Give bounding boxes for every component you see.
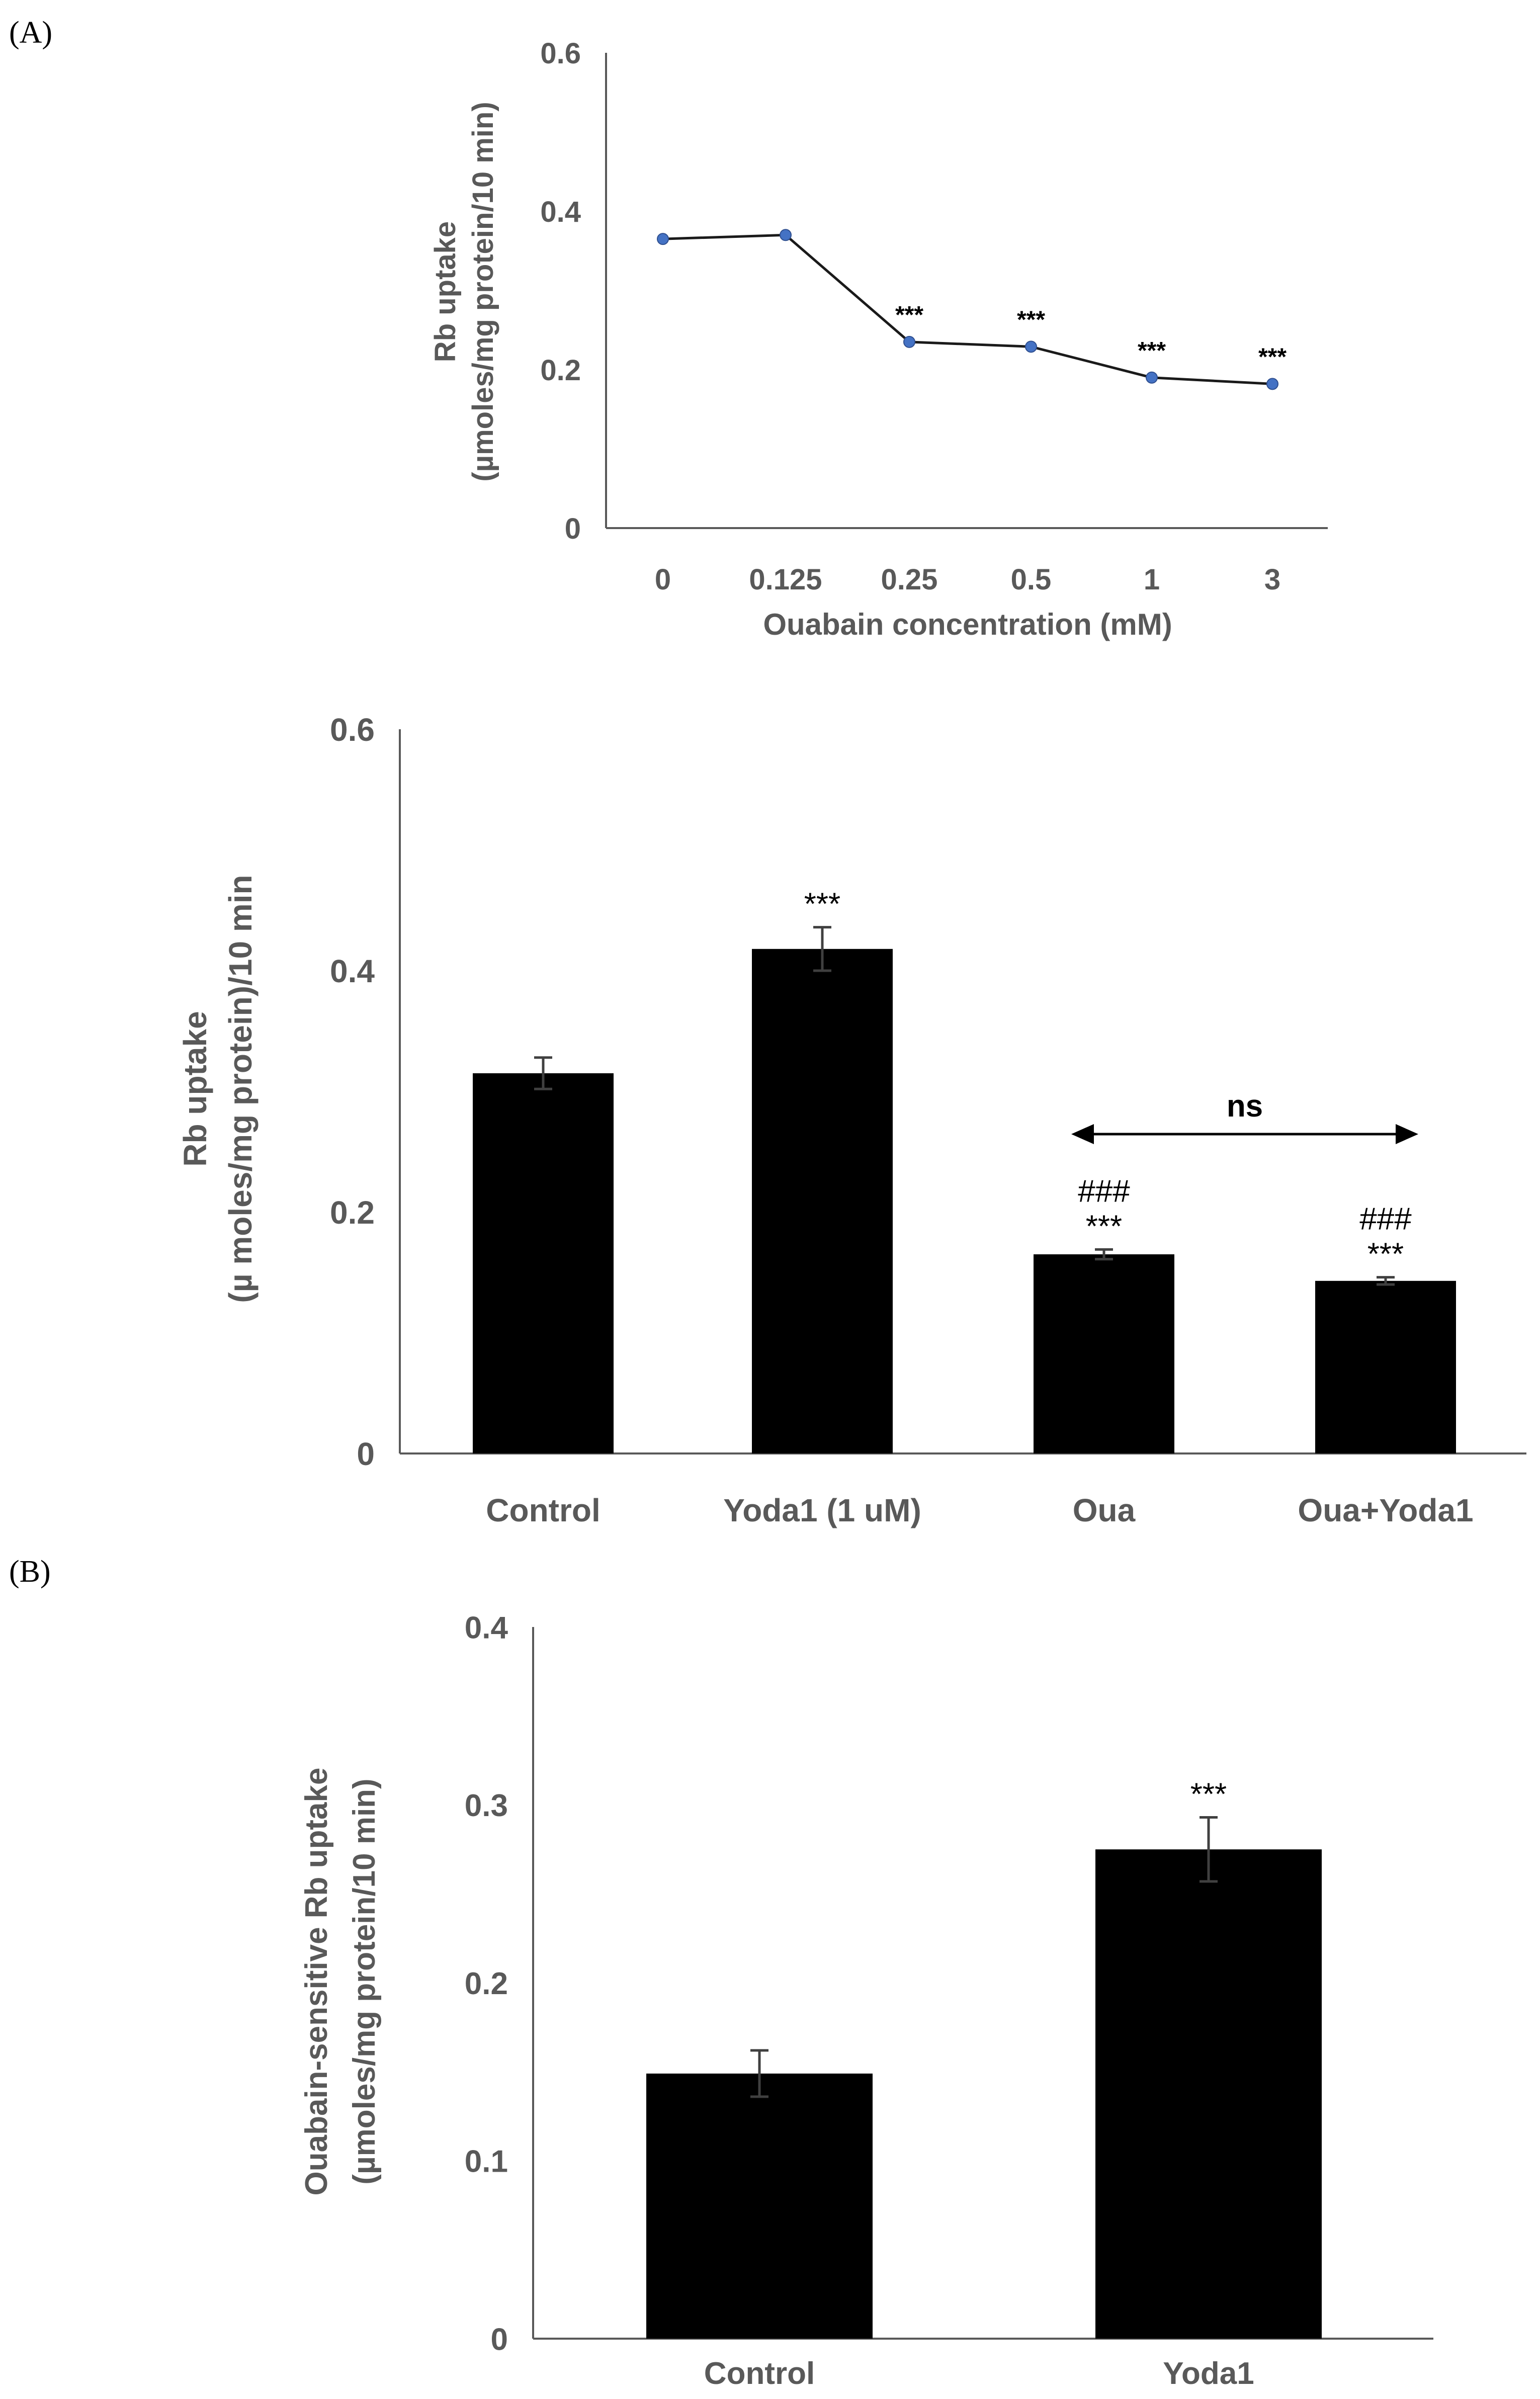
chart2-ns-arrow-left [1071,1124,1094,1144]
chart2-hash-label: ### [1078,1174,1130,1209]
chart3-y-tick-label: 0.3 [465,1788,508,1823]
chart2-y-axis-label: (µ moles/mg protein)/10 min [222,875,259,1303]
chart1-x-tick-label: 3 [1264,563,1280,596]
chart2-hash-label: ### [1359,1202,1412,1237]
chart2-bar [473,1073,614,1453]
chart1-x-axis-label: Ouabain concentration (mM) [763,608,1172,641]
chart1-data-point [903,335,915,348]
chart1-data-point [1146,371,1158,384]
chart3-significance-label: *** [1190,1777,1227,1812]
chart1-x-tick-label: 0 [655,563,671,596]
chart2-significance-label: *** [804,887,840,922]
chart2-bar [752,949,893,1453]
chart1-significance-label: *** [1017,306,1045,333]
chart1-data-point [657,233,669,245]
chart3-bar [646,2073,873,2339]
chart3-y-tick-label: 0.2 [465,1966,508,2001]
chart2-bar [1034,1254,1174,1453]
chart1-significance-label: *** [895,302,923,328]
chart2-ns-label: ns [1227,1089,1263,1124]
chart1-x-tick-label: 0.25 [881,563,938,596]
chart2-x-tick-label: Control [486,1492,601,1528]
chart2-x-tick-label: Oua+Yoda1 [1298,1492,1473,1528]
chart1-y-tick-label: 0.4 [540,196,581,228]
chart1-x-tick-label: 0.5 [1011,563,1052,596]
chart2-y-tick-label: 0.2 [330,1194,375,1231]
chart2-x-tick-label: Oua [1073,1492,1136,1528]
chart3-y-tick-label: 0.1 [465,2145,508,2179]
chart1-series-line [662,233,1273,385]
chart1-y-axis-label: Rb uptake [429,221,462,362]
chart1-data-point [780,229,792,241]
chart1-y-tick-label: 0.2 [540,354,581,387]
chart2-y-tick-label: 0.6 [330,712,375,748]
chart3-y-tick-label: 0.4 [465,1610,508,1645]
chart1-x-tick-label: 0.125 [749,563,822,596]
chart1-data-point [1025,340,1037,353]
chart2-y-tick-label: 0.4 [330,953,375,989]
chart2-significance-label: *** [1367,1237,1404,1272]
panel-label-b: (B) [9,1555,51,1589]
chart2-y-tick-label: 0 [357,1436,375,1472]
chart2-bar [1315,1280,1456,1453]
chart3-y-axis-label: (µmoles/mg protein/10 min) [347,1778,382,2184]
chart2-significance-label: *** [1086,1209,1122,1244]
chart3-x-tick-label: Yoda1 [1163,2356,1254,2391]
chart1-significance-label: *** [1258,344,1287,370]
panel-label-a: (A) [9,16,53,50]
chart3-x-tick-label: Control [704,2356,815,2391]
chart2-ns-arrow-right [1396,1124,1418,1144]
chart1-x-tick-label: 1 [1144,563,1160,596]
chart2-y-axis-label: Rb uptake [177,1011,213,1166]
chart3-y-axis-label: Ouabain-sensitive Rb uptake [299,1768,334,2196]
chart1-significance-label: *** [1138,337,1166,364]
chart3-y-tick-label: 0 [491,2322,508,2357]
chart1-y-axis-label: (µmoles/mg protein/10 min) [467,102,499,481]
chart1-data-point [1266,378,1278,390]
chart1-y-tick-label: 0.6 [540,37,581,70]
chart2-x-tick-label: Yoda1 (1 uM) [723,1492,921,1528]
chart1-y-tick-label: 0 [565,512,581,545]
chart3-bar [1095,1849,1322,2339]
